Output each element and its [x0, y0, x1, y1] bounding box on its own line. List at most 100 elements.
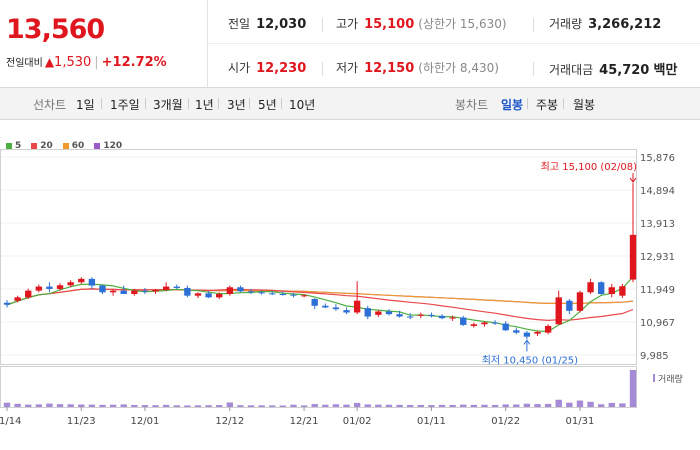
y-tick-label: 14,894 [640, 186, 675, 197]
stock-chart[interactable]: 15,876 14,894 13,913 12,931 11,949 10,967 9,98… [0, 120, 700, 450]
volume-bar [300, 405, 308, 407]
y-tick-label: 12,931 [640, 252, 675, 263]
candle-body [481, 322, 488, 325]
candle-body [534, 331, 541, 334]
volume-bar [152, 405, 159, 407]
toolbar-divider [188, 98, 189, 109]
volume-bar [322, 404, 329, 407]
volume-bar [385, 404, 393, 407]
y-tick-label: 15,876 [640, 153, 675, 164]
volume-value: 3,266,212 [588, 17, 662, 32]
period-5y-button[interactable]: 5년 [258, 98, 277, 112]
candle-body [46, 286, 53, 289]
toolbar-divider [249, 98, 250, 109]
candle-body [608, 287, 615, 294]
change-label: 전일대비 [6, 58, 43, 69]
candle-body [99, 285, 106, 293]
candle-body [438, 315, 446, 319]
volume-bar [131, 404, 138, 407]
high-price: 고가 15,100 (상한가 15,630) [336, 15, 507, 32]
period-3m-button[interactable]: 3개월 [153, 98, 183, 112]
candle-weekly-button[interactable]: 주봉 [536, 98, 559, 112]
candle-body [205, 293, 212, 298]
volume-bar [544, 403, 552, 407]
volume-bar [173, 405, 180, 407]
candle-body [353, 300, 361, 313]
candle-body [173, 286, 180, 288]
candle-body [67, 282, 74, 286]
volume-bar [438, 404, 446, 407]
legend-label: 60 [71, 141, 85, 151]
legend-label: 120 [103, 141, 123, 151]
legend-label: 20 [40, 141, 53, 151]
volume-bar [109, 404, 117, 407]
volume-bar [470, 404, 478, 407]
candle-body [428, 314, 435, 316]
candle-body [109, 290, 117, 293]
candle-body [587, 282, 594, 293]
candle-body [460, 317, 467, 325]
high-value: 15,100 [364, 17, 415, 32]
volume-bar [428, 405, 435, 407]
candle-body [343, 310, 350, 313]
volume-bar [534, 404, 541, 407]
toolbar-divider [218, 98, 219, 109]
volume-bar [184, 405, 191, 407]
candle-body [385, 311, 393, 315]
candle-body [78, 278, 85, 283]
candle-body [237, 287, 244, 292]
candle-body [14, 297, 21, 301]
candle-daily-button[interactable]: 일봉 [501, 98, 524, 112]
candle-body [375, 311, 382, 315]
volume-bar [88, 404, 96, 407]
legend-swatch [62, 142, 69, 149]
candle-body [332, 307, 340, 310]
amount-unit: 백만 [653, 63, 678, 78]
low-label: 저가 [336, 61, 359, 75]
candle-body [279, 293, 287, 295]
candle-body [184, 287, 191, 296]
volume-bar [162, 404, 170, 407]
candle-body [364, 308, 371, 317]
period-1y-button[interactable]: 1년 [195, 98, 214, 112]
candle-body [247, 291, 255, 293]
volume-pane-frame [0, 366, 637, 408]
ma5-line [6, 276, 634, 333]
min-arrowhead-icon [523, 339, 531, 345]
prev-close-value: 12,030 [256, 17, 307, 32]
volume-legend-label: 거래량 [658, 373, 683, 385]
period-1w-button[interactable]: 1주일 [110, 98, 140, 112]
volume-label: 거래량 [549, 17, 583, 31]
period-3y-button[interactable]: 3년 [227, 98, 246, 112]
candle-body [300, 295, 308, 297]
stock-summary: 13,560 전일대비 ▲1,530 | +12.72% 전일 12,030 고가 15,… [0, 0, 700, 88]
candle-body [35, 286, 43, 291]
volume-bar [375, 404, 382, 407]
change-divider: | [94, 55, 99, 70]
x-tick-label: 01/02 [343, 416, 372, 427]
prev-close: 전일 12,030 [228, 15, 306, 32]
volume-bar [279, 405, 287, 407]
legend-item: 60 [62, 141, 85, 151]
volume-bar [417, 404, 424, 407]
volume-bar [290, 404, 297, 407]
candle-monthly-button[interactable]: 월봉 [573, 98, 596, 112]
volume-bar [407, 404, 414, 407]
period-1d-button[interactable]: 1일 [76, 98, 95, 112]
volume-bar [481, 404, 488, 407]
x-tick-label: 01/22 [491, 416, 520, 427]
volume-bar [56, 404, 64, 407]
max-price-annotation: 최고 15,100 (02/08) [541, 161, 637, 173]
volume-bar [629, 370, 637, 407]
volume-bar [491, 404, 499, 407]
volume-bar [523, 403, 531, 407]
lower-limit: (하한가 8,430) [418, 61, 499, 75]
period-10y-button[interactable]: 10년 [289, 98, 316, 112]
candle-body [566, 300, 573, 311]
toolbar-divider [145, 98, 146, 109]
volume-bar [3, 402, 11, 407]
open-label: 시가 [228, 61, 251, 75]
volume-bar [502, 404, 509, 407]
low-price: 저가 12,150 (하한가 8,430) [336, 59, 499, 76]
candle-body [141, 290, 149, 292]
